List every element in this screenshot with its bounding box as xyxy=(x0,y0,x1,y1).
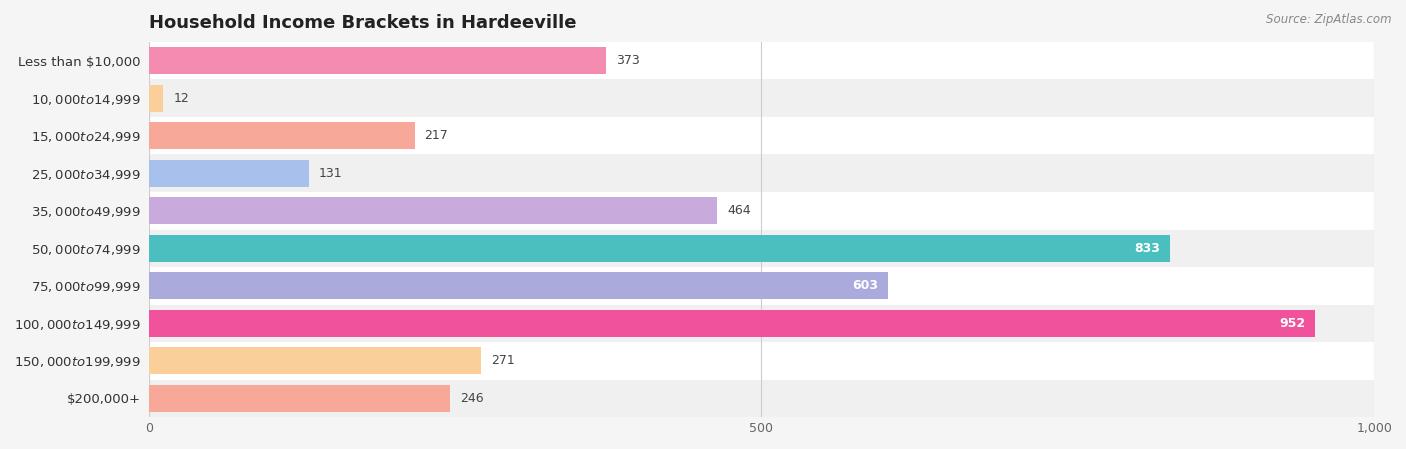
Bar xyxy=(149,385,450,412)
Text: 952: 952 xyxy=(1279,317,1306,330)
Text: 833: 833 xyxy=(1133,242,1160,255)
Bar xyxy=(149,192,1374,229)
Bar xyxy=(149,117,1374,154)
Text: 12: 12 xyxy=(173,92,188,105)
Bar xyxy=(149,154,1374,192)
Bar xyxy=(149,47,606,74)
Bar xyxy=(149,380,1374,417)
Bar xyxy=(149,79,1374,117)
Bar xyxy=(149,267,1374,304)
Bar xyxy=(149,235,1170,262)
Text: 246: 246 xyxy=(460,392,484,405)
Bar xyxy=(149,348,481,374)
Text: Household Income Brackets in Hardeeville: Household Income Brackets in Hardeeville xyxy=(149,14,576,32)
Text: 603: 603 xyxy=(852,279,877,292)
Text: Source: ZipAtlas.com: Source: ZipAtlas.com xyxy=(1267,13,1392,26)
Text: 373: 373 xyxy=(616,54,640,67)
Bar xyxy=(149,304,1374,342)
Bar xyxy=(149,229,1374,267)
Text: 271: 271 xyxy=(491,354,515,367)
Text: 217: 217 xyxy=(425,129,449,142)
Bar xyxy=(149,342,1374,380)
Bar xyxy=(149,197,717,224)
Bar xyxy=(149,160,309,187)
Bar xyxy=(149,122,415,149)
Bar xyxy=(149,272,887,299)
Bar xyxy=(149,84,163,112)
Text: 464: 464 xyxy=(727,204,751,217)
Bar xyxy=(149,42,1374,79)
Bar xyxy=(149,310,1316,337)
Text: 131: 131 xyxy=(319,167,343,180)
